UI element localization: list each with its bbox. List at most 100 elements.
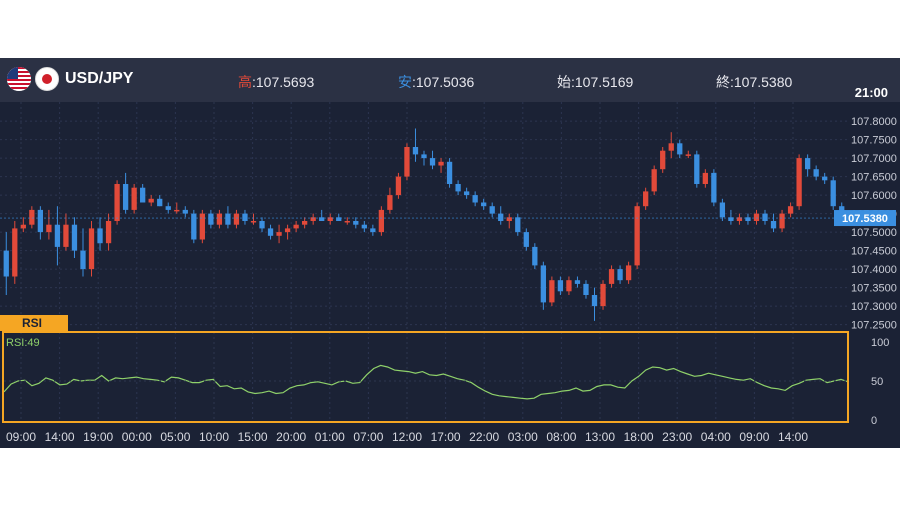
chart-widget: 107.8000 107.7500 107.7000 107.6500 107.6000… (0, 58, 900, 448)
price-tick-label: 107.4500 (851, 246, 897, 258)
candle-body (481, 202, 487, 207)
candle-body (779, 213, 785, 229)
price-tick-label: 107.8000 (851, 116, 897, 128)
rsi-tick-label: 100 (871, 337, 889, 349)
time-tick-label: 22:00 (469, 430, 499, 444)
high-label: 高 (238, 74, 252, 90)
close-price: 終:107.5380 (716, 72, 792, 92)
price-tick-label: 107.7000 (851, 153, 897, 165)
candle-body (617, 269, 623, 281)
rsi-line (3, 364, 849, 400)
time-tick-label: 09:00 (739, 430, 769, 444)
candle-body (668, 143, 674, 151)
time-tick-label: 13:00 (585, 430, 615, 444)
candle-body (199, 213, 205, 240)
candle-body (421, 154, 427, 159)
candle-body (20, 224, 26, 229)
candle-body (660, 150, 666, 170)
candle-body (429, 158, 436, 166)
candle-body (498, 213, 504, 221)
rsi-value-label: RSI:49 (6, 337, 40, 349)
candle-body (80, 250, 86, 270)
rsi-axis: 100 50 0 (4, 337, 889, 427)
candle-body (557, 280, 564, 292)
price-tick-label: 107.6500 (851, 172, 897, 184)
time-tick-label: 15:00 (238, 430, 268, 444)
price-tick-label: 107.3000 (851, 301, 897, 313)
candle-body (574, 280, 581, 284)
candle-body (293, 224, 299, 229)
candle-body (762, 213, 768, 221)
candle-body (225, 213, 231, 225)
jp-flag-icon (35, 67, 59, 91)
current-price-tag: 107.5380 (0, 210, 896, 227)
time-tick-label: 20:00 (276, 430, 306, 444)
candle-body (549, 280, 555, 303)
candle-body (506, 217, 512, 221)
current-price-box (834, 210, 896, 227)
time-tick-label: 14:00 (778, 430, 808, 444)
time-tick-label: 14:00 (45, 430, 75, 444)
candle-body (148, 198, 154, 203)
price-tick-label: 107.3500 (851, 283, 897, 295)
candle-body (412, 147, 419, 155)
candle-body (438, 161, 444, 166)
time-tick-label: 23:00 (662, 430, 692, 444)
price-tick-label: 107.6000 (851, 190, 897, 202)
candle-body (634, 206, 640, 266)
currency-pair: USD/JPY (65, 70, 134, 87)
time-axis: 09:00 14:00 19:00 00:00 05:00 10:00 15:00 20:00… (6, 430, 808, 444)
candle-body (753, 213, 760, 221)
candle-body (404, 147, 410, 177)
candle-body (472, 195, 478, 203)
time-tick-label: 04:00 (701, 430, 731, 444)
candle-body (515, 217, 521, 233)
candle-body (804, 158, 811, 170)
candle-body (3, 250, 9, 277)
candle-body (532, 246, 538, 266)
candle-body (157, 198, 163, 207)
candle-body (37, 209, 44, 233)
candle-body (489, 206, 495, 214)
candle-body (242, 213, 248, 221)
candle-body (625, 265, 632, 281)
candle-body (745, 217, 751, 221)
candle-body (643, 191, 649, 207)
candle-body (344, 221, 350, 223)
candle-body (276, 232, 282, 236)
candle-body (455, 184, 461, 192)
candle-body (378, 209, 385, 233)
candle-body (387, 195, 393, 210)
candle-body (12, 228, 18, 277)
candle-body (523, 232, 529, 247)
candle-body (267, 228, 274, 236)
candle-body (54, 224, 61, 247)
chart-grid (0, 102, 848, 423)
high-price: 高:107.5693 (238, 72, 314, 92)
candle-body (702, 172, 708, 184)
candle-body (140, 187, 146, 203)
candle-body (122, 184, 129, 210)
time-tick-label: 08:00 (546, 430, 576, 444)
candle-body (770, 221, 777, 229)
candle-body (353, 221, 359, 225)
candle-body (830, 180, 836, 207)
rsi-tick-label: 50 (871, 376, 883, 388)
candle-body (694, 154, 700, 184)
candle-body (284, 228, 291, 233)
candle-body (395, 176, 402, 196)
candle-body (651, 169, 657, 192)
candle-body (310, 217, 316, 221)
candles (3, 128, 845, 321)
candle-body (63, 224, 69, 247)
candle-body (336, 217, 342, 221)
candle-body (71, 224, 78, 251)
time-tick-label: 00:00 (122, 430, 152, 444)
candle-body (591, 295, 598, 307)
candle-body (685, 154, 691, 156)
candle-body (105, 221, 112, 244)
candle-body (233, 213, 240, 225)
candle-body (361, 224, 367, 229)
rsi-tab[interactable]: RSI (0, 315, 68, 331)
candle-body (677, 143, 683, 155)
